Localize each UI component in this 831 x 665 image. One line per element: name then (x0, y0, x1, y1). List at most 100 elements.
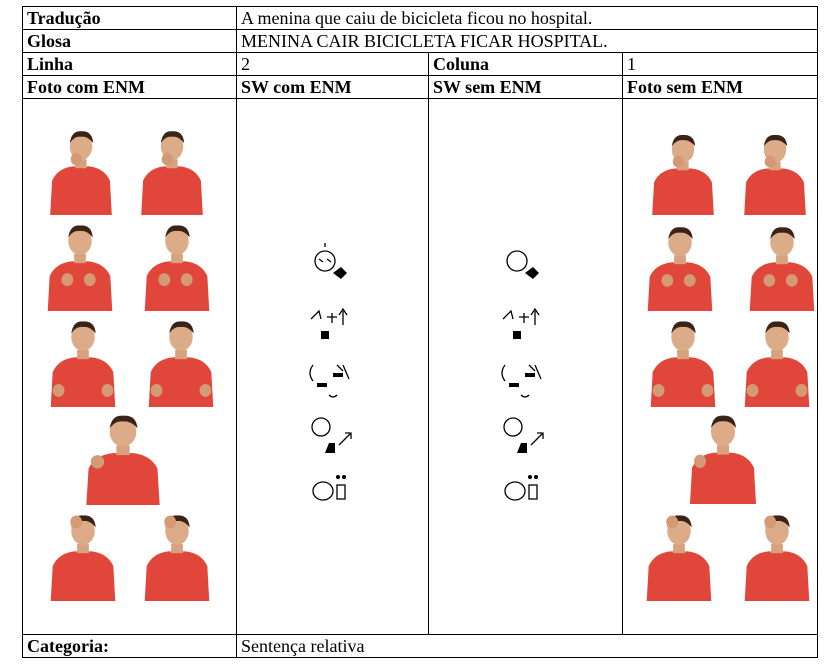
hand (70, 152, 82, 166)
neck (77, 349, 89, 360)
hand (61, 273, 74, 287)
hand (83, 273, 96, 287)
glyph (336, 484, 346, 500)
glyph (336, 475, 340, 479)
neck (769, 161, 781, 171)
neck (771, 349, 783, 360)
glyph (509, 383, 519, 387)
header: SW com ENM (236, 75, 429, 99)
value: 2 (236, 52, 429, 76)
glyph (338, 432, 352, 446)
head (770, 229, 794, 257)
glyph (513, 331, 521, 339)
photo (690, 415, 756, 504)
photos (624, 100, 817, 634)
neck (171, 253, 183, 264)
glyph (520, 394, 530, 398)
label: Tradução (22, 6, 237, 30)
hair (711, 415, 736, 428)
glyph (525, 267, 539, 279)
neck (74, 253, 86, 264)
neck (116, 445, 130, 456)
hair (763, 134, 788, 147)
hand (52, 384, 65, 397)
glyph (325, 443, 335, 453)
shirt (50, 357, 116, 407)
hand (683, 274, 696, 287)
glyph (333, 373, 343, 377)
signwriting-glyphs (309, 243, 352, 501)
glyph (503, 417, 523, 437)
label: Linha (22, 52, 237, 76)
glyph (328, 394, 338, 398)
shirt (141, 166, 203, 215)
row: Glosa MENINA CAIR BICICLETA FICAR HOSPIT… (22, 29, 819, 53)
head (671, 323, 695, 351)
header: Foto com ENM (22, 75, 237, 99)
photo (86, 415, 160, 505)
hair (69, 131, 94, 143)
photo (144, 515, 210, 601)
head (711, 417, 735, 447)
glyph (317, 383, 327, 387)
neck (171, 543, 183, 554)
hand (150, 384, 163, 397)
photo (650, 321, 716, 407)
hand (763, 274, 776, 287)
header-row: Foto com ENM SW com ENM SW sem ENM Foto … (22, 75, 819, 99)
glyph (333, 267, 347, 279)
value: Sentença relativa (235, 634, 819, 658)
head (71, 323, 95, 351)
header: SW sem ENM (428, 75, 623, 99)
content-row (22, 98, 819, 635)
row: Tradução A menina que caiu de bicicleta … (22, 6, 819, 30)
hand (101, 384, 114, 397)
glyph (318, 243, 332, 263)
photo (652, 134, 714, 215)
hand (161, 152, 173, 166)
hair (109, 415, 138, 429)
glyph (525, 373, 535, 377)
neck (166, 159, 178, 169)
glyph (314, 250, 336, 272)
photo (144, 225, 210, 311)
photo (50, 131, 112, 215)
glyph (517, 443, 527, 453)
hand (785, 274, 798, 287)
glyph (528, 475, 532, 479)
hand (90, 455, 105, 469)
shirt (744, 168, 806, 215)
header: Foto sem ENM (621, 75, 819, 99)
hand (666, 515, 679, 529)
shirt (749, 262, 815, 311)
head (169, 323, 193, 351)
neck (673, 543, 685, 554)
hand (180, 273, 193, 287)
signwriting-glyphs (501, 250, 544, 501)
hand (164, 515, 177, 529)
hand (701, 384, 714, 397)
hair (68, 225, 93, 238)
row: Categoria: Sentença relativa (22, 634, 819, 658)
sign-table: Tradução A menina que caiu de bicicleta … (22, 6, 819, 658)
shirt (646, 551, 712, 601)
glyph (501, 364, 542, 382)
photo (744, 515, 810, 601)
value: A menina que caiu de bicicleta ficou no … (235, 6, 819, 30)
photo (50, 321, 116, 407)
neck (77, 543, 89, 554)
hair (169, 321, 194, 334)
photo (646, 515, 712, 601)
hand (764, 155, 776, 168)
hair (770, 227, 795, 239)
photos (24, 100, 236, 634)
shirt (690, 452, 756, 504)
hand (158, 273, 171, 287)
head (765, 323, 789, 351)
shirt (86, 453, 160, 505)
glyph (342, 475, 346, 479)
neck (771, 543, 783, 554)
glyph (312, 481, 334, 501)
glyph (528, 484, 538, 500)
